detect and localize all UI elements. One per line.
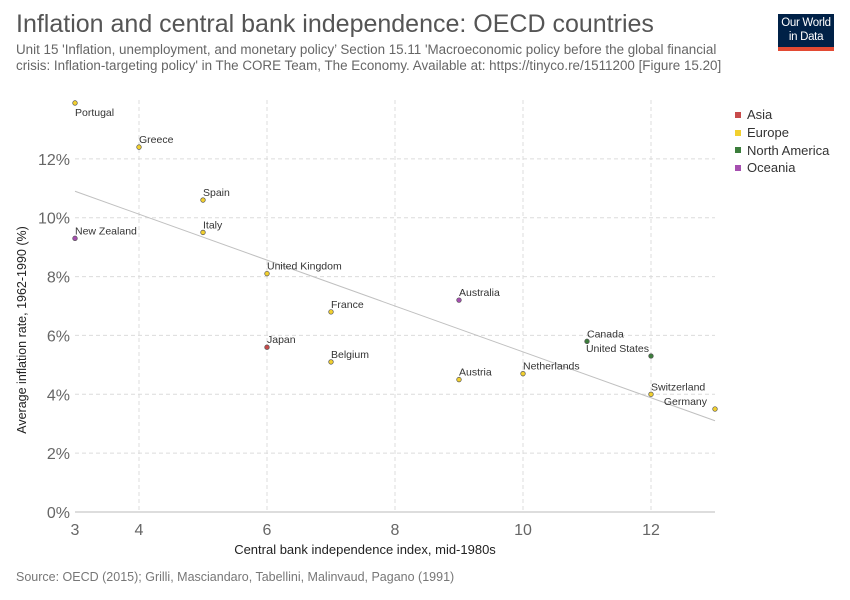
data-point-canada[interactable] xyxy=(584,338,590,344)
y-tick-label: 10% xyxy=(38,211,70,228)
legend-label: North America xyxy=(747,142,830,158)
legend-label: Asia xyxy=(747,107,773,123)
point-label-italy: Italy xyxy=(203,219,223,231)
data-point-japan[interactable] xyxy=(264,344,270,350)
point-label-netherlands: Netherlands xyxy=(523,361,580,373)
point-label-spain: Spain xyxy=(203,187,230,199)
chart-grid xyxy=(75,100,715,512)
our-world-in-data-logo[interactable]: Our World in Data xyxy=(778,14,834,51)
data-point-switzerland[interactable] xyxy=(648,391,654,397)
logo-accent-bar xyxy=(778,47,834,51)
source-note: Source: OECD (2015); Grilli, Masciandaro… xyxy=(16,570,455,584)
legend-swatch xyxy=(735,147,741,154)
point-label-new-zealand: New Zealand xyxy=(75,225,137,237)
chart-axes: 0% 2% 4% 6% 8% 10% 12% 3 4 6 8 10 12 xyxy=(38,152,715,539)
point-label-greece: Greece xyxy=(139,134,174,146)
legend-item-oceania[interactable]: Oceania xyxy=(735,159,829,177)
legend-swatch xyxy=(735,129,741,136)
y-tick-label: 0% xyxy=(47,505,70,522)
y-tick-label: 6% xyxy=(47,328,70,345)
chart-title: Inflation and central bank independence:… xyxy=(16,10,654,38)
logo-line-2: in Data xyxy=(788,31,824,43)
data-point-labels: Portugal Greece Spain Italy New Zealand Unite… xyxy=(75,107,708,408)
y-axis-label: Average inflation rate, 1962-1990 (%) xyxy=(15,226,29,434)
data-point-germany[interactable] xyxy=(712,406,718,412)
point-label-austria: Austria xyxy=(459,367,492,379)
data-point-france[interactable] xyxy=(328,309,334,315)
point-label-united-states: United States xyxy=(586,343,649,355)
x-tick-label: 10 xyxy=(514,522,532,539)
legend-label: Europe xyxy=(747,125,789,141)
data-point-belgium[interactable] xyxy=(328,359,334,365)
trend-line-group xyxy=(74,190,716,422)
y-tick-label: 8% xyxy=(47,270,70,287)
logo-line-1: Our World xyxy=(781,17,831,29)
x-tick-label: 6 xyxy=(263,522,272,539)
legend-item-north-america[interactable]: North America xyxy=(735,141,829,159)
data-point-united-states[interactable] xyxy=(648,353,654,359)
data-point-italy[interactable] xyxy=(200,229,206,236)
point-label-united-kingdom: United Kingdom xyxy=(267,261,342,273)
point-label-france: France xyxy=(331,299,364,311)
chart-legend: Asia Europe North America Oceania xyxy=(735,106,829,177)
point-label-japan: Japan xyxy=(267,334,296,346)
point-label-canada: Canada xyxy=(587,328,624,340)
legend-item-europe[interactable]: Europe xyxy=(735,124,829,142)
point-label-switzerland: Switzerland xyxy=(651,381,705,393)
data-point-australia[interactable] xyxy=(456,297,462,303)
point-label-belgium: Belgium xyxy=(331,349,369,361)
point-label-portugal: Portugal xyxy=(75,107,114,119)
data-points xyxy=(72,100,718,412)
x-tick-label: 3 xyxy=(71,522,80,539)
x-tick-label: 12 xyxy=(642,522,660,539)
legend-item-asia[interactable]: Asia xyxy=(735,106,829,124)
data-point-austria[interactable] xyxy=(456,376,462,383)
data-point-new-zealand[interactable] xyxy=(72,235,78,241)
legend-swatch xyxy=(735,164,741,171)
y-tick-label: 4% xyxy=(47,387,70,404)
x-tick-label: 4 xyxy=(135,522,144,539)
data-point-greece[interactable] xyxy=(136,144,142,150)
data-point-portugal[interactable] xyxy=(72,100,78,106)
x-tick-label: 8 xyxy=(391,522,400,539)
data-point-united-kingdom[interactable] xyxy=(264,270,270,277)
data-point-netherlands[interactable] xyxy=(520,371,526,377)
point-label-germany: Germany xyxy=(664,396,708,408)
chart-subtitle: Unit 15 'Inflation, unemployment, and mo… xyxy=(16,42,722,73)
x-axis-label: Central bank independence index, mid-198… xyxy=(234,542,496,557)
point-label-australia: Australia xyxy=(459,287,500,299)
data-point-spain[interactable] xyxy=(200,197,206,203)
legend-label: Oceania xyxy=(747,160,796,176)
y-tick-label: 12% xyxy=(38,152,70,169)
legend-swatch xyxy=(735,111,741,118)
trend-line xyxy=(74,190,716,422)
y-tick-label: 2% xyxy=(47,446,70,463)
